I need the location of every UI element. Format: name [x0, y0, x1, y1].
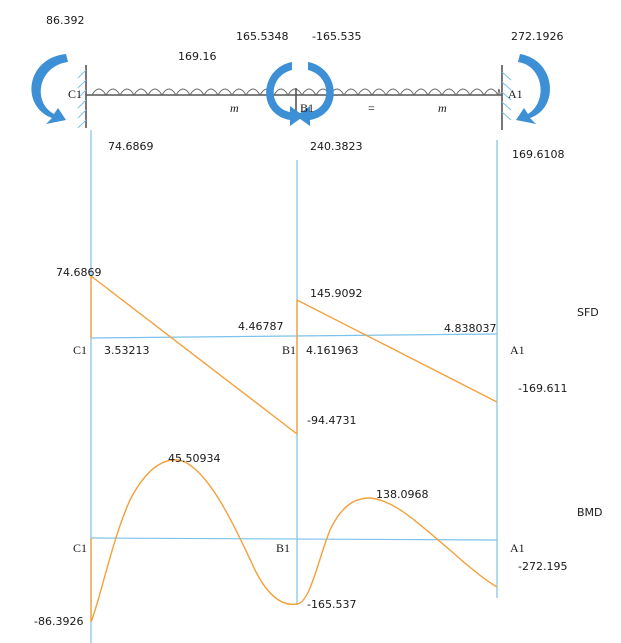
bmd-span2-max-value: 138.0968: [376, 488, 429, 501]
beam-support-b1-label: B1: [300, 101, 314, 115]
moment-arrow-left-icon: [31, 54, 68, 124]
sfd-b1-right-peak-value: 145.9092: [310, 287, 363, 300]
bmd-span2-curve: [296, 497, 498, 605]
moment-arrow-mid-right-icon: [296, 62, 334, 126]
load-value-label: 169.16: [178, 50, 217, 63]
sfd-b1-left-end-value: -94.4731: [307, 414, 356, 427]
bmd-support-c1-label: C1: [73, 541, 87, 555]
sfd-support-b1-label: B1: [282, 343, 296, 357]
bmd-support-b1-label: B1: [276, 541, 290, 555]
bmd-c1-start-value: -86.3926: [34, 615, 83, 628]
moment-left-end-label: 86.392: [46, 14, 85, 27]
sfd-span2-line: [296, 299, 498, 403]
bmd-span1-curve: [90, 459, 298, 623]
bmd-a1-end-value: -272.195: [518, 560, 567, 573]
sfd-support-a1-label: A1: [510, 343, 525, 357]
reaction-a1-label: 169.6108: [512, 148, 565, 161]
span-label-equals: =: [368, 101, 375, 115]
sfd-zero-cross-1-value: 3.53213: [104, 344, 150, 357]
bmd-span1-max-value: 45.50934: [168, 452, 221, 465]
reaction-c1-label: 74.6869: [108, 140, 154, 153]
bmd-support-a1-label: A1: [510, 541, 525, 555]
bmd-title: BMD: [577, 506, 603, 519]
moment-arrow-mid-left-icon: [266, 62, 304, 126]
moment-mid-left-label: 165.5348: [236, 30, 289, 43]
reaction-b1-label: 240.3823: [310, 140, 363, 153]
sfd-zero-cross-2-value: 4.161963: [306, 344, 359, 357]
bmd-baseline: [90, 537, 498, 541]
sfd-a1-offset-value: 4.838037: [444, 322, 497, 335]
span-label-1: m: [230, 101, 239, 115]
beam-support-a1-label: A1: [508, 87, 523, 101]
sfd-a1-end-value: -169.611: [518, 382, 567, 395]
shear-force-diagram: SFD C1 B1 A1 74.6869 3.53213 4.46787 145…: [56, 266, 599, 435]
moment-right-end-label: 272.1926: [511, 30, 564, 43]
sfd-title: SFD: [577, 306, 599, 319]
sfd-baseline: [90, 333, 498, 339]
beam-support-c1-label: C1: [68, 87, 82, 101]
moment-arrow-right-icon: [516, 54, 551, 124]
moment-mid-right-label: -165.535: [312, 30, 361, 43]
span-label-2: m: [438, 101, 447, 115]
fixed-support-c1: [77, 65, 87, 129]
bmd-b1-min-value: -165.537: [307, 598, 356, 611]
sfd-support-c1-label: C1: [73, 343, 87, 357]
fixed-support-a1: [501, 65, 512, 130]
sfd-b1-left-offset-value: 4.46787: [238, 320, 284, 333]
beam-section: 86.392 169.16 165.5348 -165.535 272.1926…: [31, 14, 565, 161]
sfd-span1-line: [90, 275, 298, 435]
bending-moment-diagram: BMD C1 B1 A1 45.50934 138.0968 -272.195 …: [34, 452, 603, 628]
distributed-load: [91, 88, 501, 97]
sfd-c1-start-value: 74.6869: [56, 266, 102, 279]
